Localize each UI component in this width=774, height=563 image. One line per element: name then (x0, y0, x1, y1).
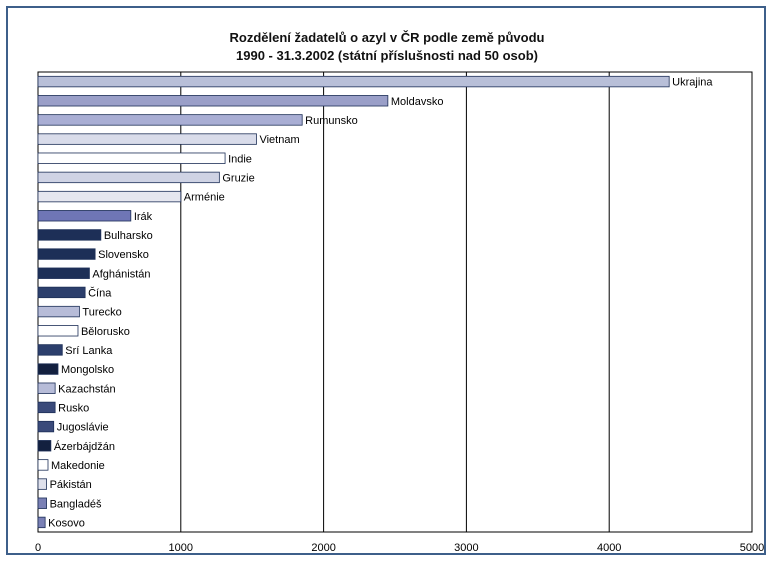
x-tick-label: 0 (35, 542, 41, 554)
category-label: Irák (134, 211, 153, 223)
category-label: Bangladéš (50, 498, 102, 510)
category-label: Gruzie (222, 172, 254, 184)
bar (37, 229, 102, 241)
category-label: Arménie (184, 192, 225, 204)
bar (37, 440, 52, 452)
bar (37, 344, 63, 356)
chart-subtitle: 1990 - 31.3.2002 (státní příslušnosti na… (236, 48, 538, 63)
bars (37, 75, 670, 529)
x-tick-label: 5000 (740, 542, 764, 554)
bar (37, 248, 96, 260)
grid-lines (37, 71, 753, 533)
chart-title: Rozdělení žadatelů o azyl v ČR podle zem… (229, 30, 545, 45)
bar (37, 459, 49, 471)
category-label: Bělorusko (81, 326, 130, 338)
bar (37, 210, 132, 222)
bar (37, 171, 220, 184)
category-label: Rusko (58, 402, 89, 414)
category-label: Slovensko (98, 249, 149, 261)
category-label: Jugoslávie (57, 422, 109, 434)
bar (37, 152, 226, 164)
category-label: Mongolsko (61, 364, 114, 376)
category-label: Srí Lanka (65, 345, 113, 357)
category-label: Rumunsko (305, 115, 358, 127)
bar (37, 133, 257, 145)
category-label: Turecko (82, 307, 121, 319)
bar (37, 401, 56, 414)
category-label: Ukrajina (672, 77, 713, 89)
category-label: Afghánistán (92, 268, 150, 280)
category-label: Kazachstán (58, 383, 115, 395)
x-tick-label: 3000 (454, 542, 478, 554)
category-label: Kosovo (48, 517, 85, 529)
bar (37, 325, 79, 337)
bar (37, 286, 86, 299)
x-tick-labels: 0 1000 2000 3000 4000 5000 (35, 542, 764, 554)
bar (37, 478, 47, 490)
x-tick-label: 1000 (169, 542, 193, 554)
bar (37, 267, 90, 279)
bar (37, 420, 55, 433)
category-label: Čína (88, 286, 112, 299)
bar (37, 516, 46, 529)
bar (37, 305, 80, 318)
category-label: Moldavsko (391, 96, 444, 108)
bar (37, 363, 59, 375)
category-label: Bulharsko (104, 230, 153, 242)
category-labels: Ukrajina Moldavsko Rumunsko Vietnam Indie Gru… (48, 77, 713, 530)
category-label: Makedonie (51, 460, 105, 472)
category-label: Indie (228, 153, 252, 165)
category-label: Ázerbájdžán (54, 440, 115, 453)
bar (37, 382, 56, 394)
category-label: Vietnam (259, 134, 299, 146)
bar (37, 75, 670, 88)
x-tick-label: 4000 (597, 542, 621, 554)
bar (37, 114, 303, 126)
category-label: Pákistán (50, 479, 92, 491)
x-tick-label: 2000 (311, 542, 335, 554)
bar (37, 190, 182, 203)
bar (37, 95, 389, 107)
bar (37, 497, 47, 509)
